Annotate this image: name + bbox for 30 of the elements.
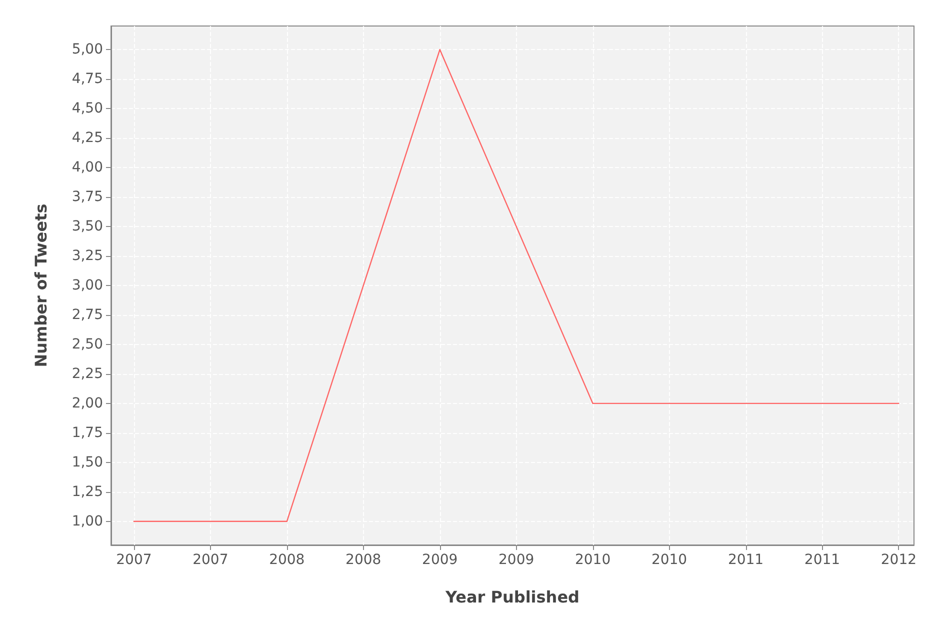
x-tick-label: 2010: [651, 552, 688, 568]
y-axis-title: Number of Tweets: [32, 204, 50, 368]
x-tick-label: 2007: [192, 552, 228, 568]
y-tick-label: 1,00: [72, 513, 103, 530]
y-tick-label: 4,25: [72, 130, 103, 146]
y-tick-label: 3,00: [72, 278, 103, 294]
y-tick-label: 4,50: [72, 100, 103, 117]
x-tick-label: 2010: [574, 552, 611, 568]
y-tick-label: 2,25: [72, 366, 103, 382]
y-tick-label: 2,00: [72, 395, 103, 412]
x-tick-label: 2009: [498, 552, 534, 568]
y-tick-label: 4,75: [72, 71, 103, 88]
y-tick-label: 4,00: [72, 160, 103, 176]
y-tick-label: 3,75: [72, 189, 103, 206]
x-tick-label: 2007: [116, 552, 152, 568]
y-tick-label: 2,75: [72, 306, 103, 323]
x-tick-label: 2008: [269, 552, 305, 568]
y-tick-label: 5,00: [72, 42, 103, 58]
x-tick-label: 2011: [804, 552, 840, 568]
y-tick-label: 1,75: [72, 424, 103, 441]
x-tick-label: 2009: [422, 552, 458, 568]
y-tick-label: 1,50: [72, 454, 103, 470]
x-axis-title: Year Published: [444, 588, 580, 606]
y-tick-label: 2,50: [72, 336, 103, 352]
x-tick-label: 2012: [880, 552, 917, 568]
x-tick-label: 2008: [346, 552, 382, 568]
x-tick-label: 2011: [728, 552, 764, 568]
y-tick-label: 1,25: [72, 484, 103, 500]
y-tick-label: 3,25: [72, 248, 103, 264]
y-tick-label: 3,50: [72, 218, 103, 235]
